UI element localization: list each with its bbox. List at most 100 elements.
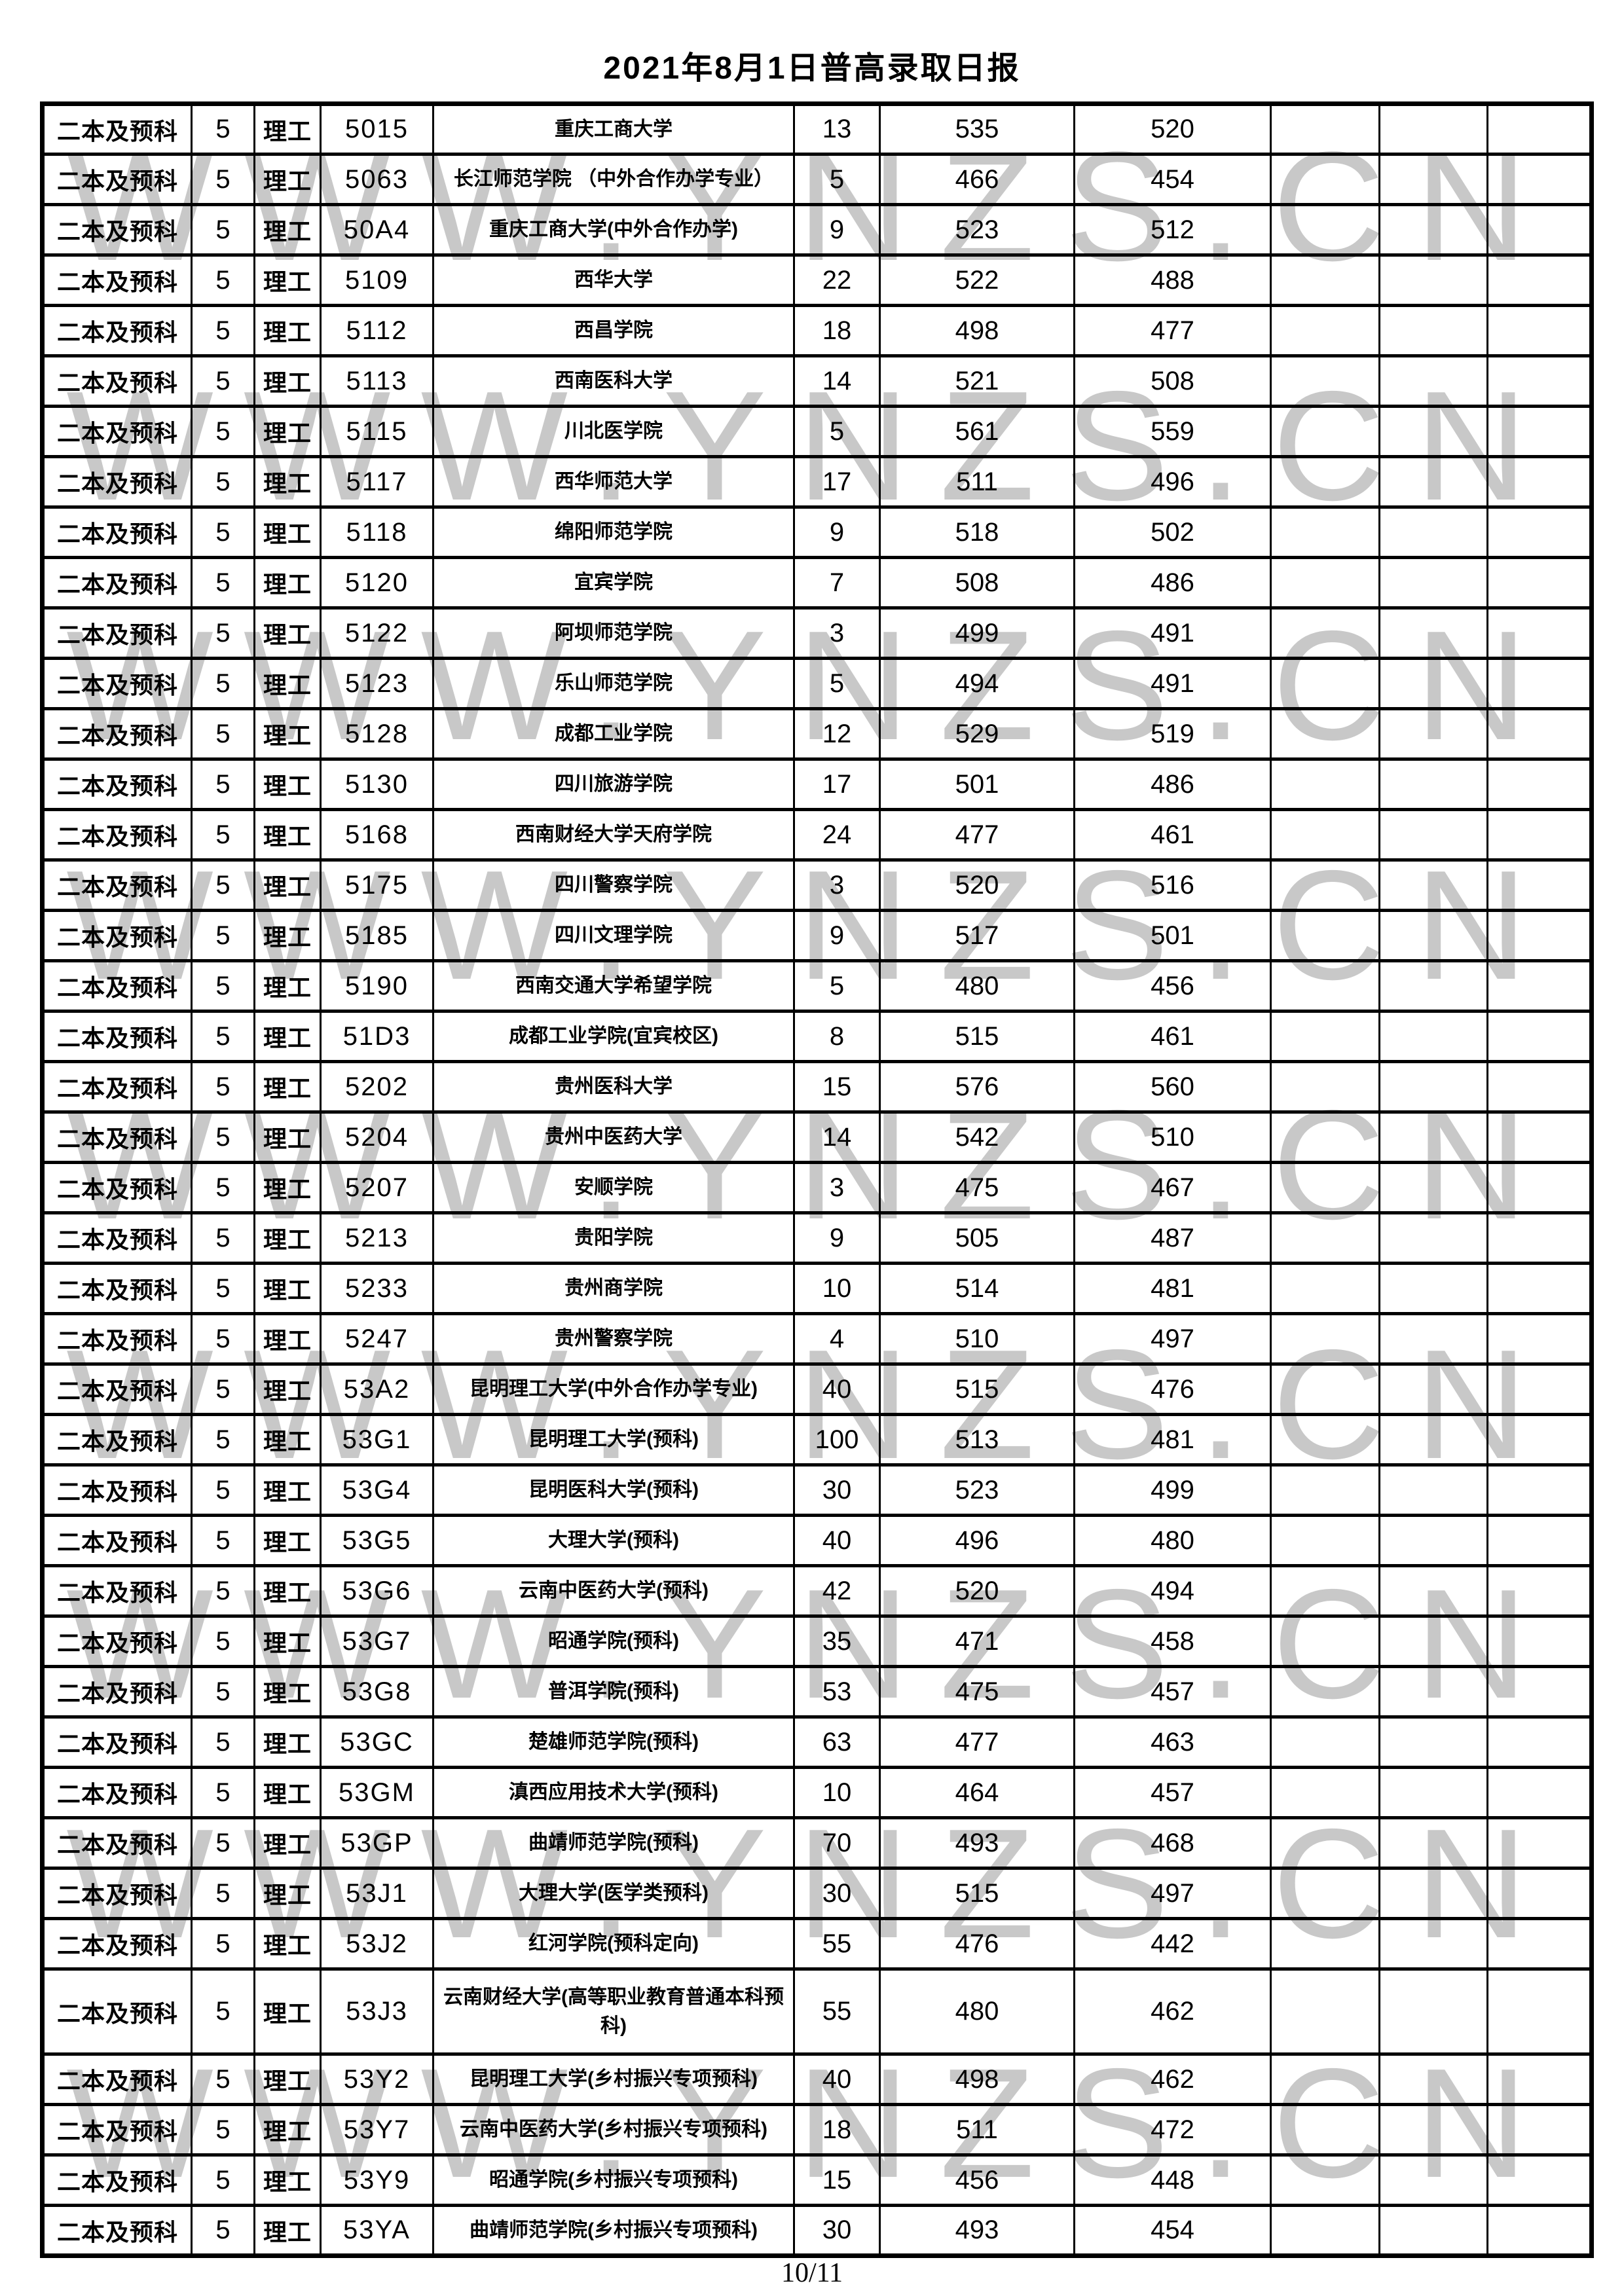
table-row: 二本及预科 5 理工 5207 安顺学院 3 475 467 [41,1161,1593,1214]
cell-admitted-count: 53 [793,1665,881,1719]
cell-empty [1270,1413,1380,1467]
cell-batch: 二本及预科 [41,1463,193,1517]
cell-score-high: 518 [879,505,1075,559]
cell-school-name: 宜宾学院 [432,556,795,610]
table-row: 二本及预科 5 理工 50A4 重庆工商大学(中外合作办学) 9 523 512 [41,203,1593,257]
cell-empty [1378,1917,1488,1971]
cell-empty [1486,1161,1593,1214]
cell-plan: 5 [191,1110,255,1164]
cell-code: 5118 [320,505,434,559]
cell-empty [1486,102,1593,156]
cell-school-name: 楚雄师范学院(预科) [432,1715,795,1769]
cell-score-high: 499 [879,606,1075,660]
cell-plan: 5 [191,1514,255,1567]
cell-track: 理工 [253,1060,322,1114]
cell-score-high: 515 [879,1010,1075,1063]
cell-admitted-count: 5 [793,153,881,206]
cell-empty [1378,455,1488,509]
cell-score-low: 491 [1073,657,1272,710]
cell-empty [1378,1665,1488,1719]
cell-score-low: 496 [1073,455,1272,509]
cell-score-high: 494 [879,657,1075,710]
cell-score-low: 516 [1073,858,1272,912]
cell-plan: 5 [191,808,255,862]
cell-score-high: 505 [879,1211,1075,1265]
cell-admitted-count: 30 [793,1867,881,1920]
cell-code: 53G8 [320,1665,434,1719]
cell-track: 理工 [253,909,322,962]
cell-code: 5109 [320,253,434,307]
cell-empty [1270,1110,1380,1164]
cell-track: 理工 [253,1010,322,1063]
cell-empty [1270,1463,1380,1517]
cell-empty [1270,1564,1380,1618]
cell-empty [1486,2103,1593,2157]
cell-empty [1378,1211,1488,1265]
cell-school-name: 西南交通大学希望学院 [432,959,795,1013]
cell-plan: 5 [191,1413,255,1467]
cell-batch: 二本及预科 [41,1766,193,1819]
cell-score-high: 515 [879,1867,1075,1920]
table-row: 二本及预科 5 理工 5063 长江师范学院 （中外合作办学专业） 5 466 454 [41,153,1593,206]
cell-admitted-count: 4 [793,1312,881,1366]
cell-admitted-count: 24 [793,808,881,862]
cell-empty [1378,1060,1488,1114]
cell-batch: 二本及预科 [41,1413,193,1467]
cell-track: 理工 [253,1262,322,1315]
cell-admitted-count: 42 [793,1564,881,1618]
cell-track: 理工 [253,959,322,1013]
cell-track: 理工 [253,2052,322,2106]
cell-score-high: 520 [879,1564,1075,1618]
cell-empty [1378,304,1488,357]
table-row: 二本及预科 5 理工 53G7 昭通学院(预科) 35 471 458 [41,1614,1593,1668]
cell-batch: 二本及预科 [41,1917,193,1971]
cell-admitted-count: 40 [793,1514,881,1567]
cell-track: 理工 [253,1463,322,1517]
cell-empty [1270,1010,1380,1063]
cell-track: 理工 [253,304,322,357]
cell-code: 5190 [320,959,434,1013]
cell-empty [1486,1110,1593,1164]
cell-batch: 二本及预科 [41,858,193,912]
cell-code: 5115 [320,405,434,458]
table-row: 二本及预科 5 理工 5130 四川旅游学院 17 501 486 [41,757,1593,811]
cell-batch: 二本及预科 [41,707,193,761]
cell-score-high: 477 [879,808,1075,862]
cell-empty [1378,253,1488,307]
cell-plan: 5 [191,858,255,912]
cell-empty [1270,102,1380,156]
table-row: 二本及预科 5 理工 5122 阿坝师范学院 3 499 491 [41,606,1593,660]
cell-empty [1270,1362,1380,1416]
cell-code: 53G1 [320,1413,434,1467]
cell-school-name: 绵阳师范学院 [432,505,795,559]
table-row: 二本及预科 5 理工 53G1 昆明理工大学(预科) 100 513 481 [41,1413,1593,1467]
cell-school-name: 西昌学院 [432,304,795,357]
cell-school-name: 安顺学院 [432,1161,795,1214]
cell-track: 理工 [253,707,322,761]
cell-batch: 二本及预科 [41,1816,193,1870]
cell-score-low: 462 [1073,2052,1272,2106]
cell-empty [1270,153,1380,206]
cell-score-low: 468 [1073,1816,1272,1870]
cell-empty [1270,505,1380,559]
cell-plan: 5 [191,505,255,559]
cell-plan: 5 [191,253,255,307]
cell-batch: 二本及预科 [41,657,193,710]
cell-school-name: 大理大学(预科) [432,1514,795,1567]
cell-empty [1270,2052,1380,2106]
table-row: 二本及预科 5 理工 5112 西昌学院 18 498 477 [41,304,1593,357]
cell-admitted-count: 100 [793,1413,881,1467]
cell-empty [1270,405,1380,458]
cell-empty [1270,455,1380,509]
cell-plan: 5 [191,102,255,156]
cell-score-low: 559 [1073,405,1272,458]
cell-empty [1486,959,1593,1013]
cell-empty [1378,1564,1488,1618]
cell-admitted-count: 18 [793,2103,881,2157]
cell-batch: 二本及预科 [41,1211,193,1265]
cell-score-low: 472 [1073,2103,1272,2157]
cell-score-high: 476 [879,1917,1075,1971]
cell-score-low: 512 [1073,203,1272,257]
cell-score-high: 493 [879,2204,1075,2257]
cell-score-high: 475 [879,1161,1075,1214]
